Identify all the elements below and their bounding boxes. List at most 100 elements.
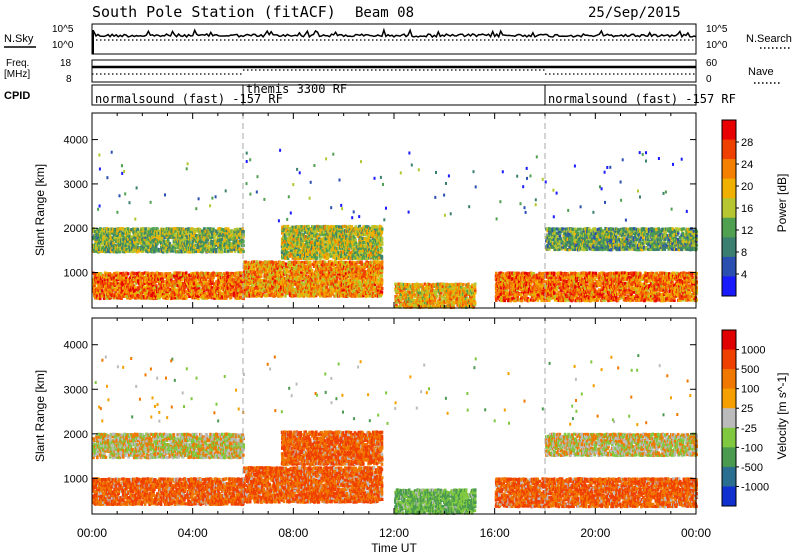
echo-cell bbox=[180, 239, 184, 243]
echo-cell bbox=[99, 272, 103, 276]
echo-cell bbox=[139, 279, 142, 283]
echo-cell bbox=[199, 290, 203, 294]
echo-cell bbox=[192, 284, 195, 288]
echo-cell bbox=[202, 294, 205, 298]
echo-cell bbox=[145, 245, 148, 249]
echo-cell bbox=[178, 249, 181, 254]
echo-cell bbox=[138, 284, 142, 288]
echo-cell bbox=[205, 274, 208, 278]
echo-cell bbox=[111, 240, 114, 244]
echo-cell bbox=[125, 246, 128, 250]
echo-cell bbox=[189, 277, 192, 282]
date-label: 25/Sep/2015 bbox=[588, 5, 681, 21]
echo-cell bbox=[121, 239, 124, 244]
echo-cell bbox=[114, 245, 118, 249]
echo-cell bbox=[239, 288, 242, 292]
cpid-segment-label: themis 3300 RF bbox=[246, 82, 347, 96]
echo-cell bbox=[103, 227, 107, 232]
echo-cell bbox=[145, 244, 149, 248]
echo-cell bbox=[119, 233, 122, 237]
echo-cell bbox=[380, 278, 384, 282]
echo-cell bbox=[208, 272, 212, 276]
echo-cell bbox=[132, 279, 135, 283]
echo-cell bbox=[212, 276, 215, 280]
echo-cell bbox=[110, 229, 114, 233]
echo-cell bbox=[128, 233, 131, 237]
echo-cell bbox=[241, 280, 245, 284]
echo-cell bbox=[159, 280, 162, 284]
echo-cell bbox=[196, 247, 200, 251]
echo-cell bbox=[217, 285, 220, 289]
echo-cell bbox=[101, 239, 105, 244]
echo-cell bbox=[143, 271, 147, 275]
echo-cell bbox=[170, 280, 174, 284]
echo-cell bbox=[176, 242, 180, 246]
echo-cell bbox=[147, 294, 150, 298]
echo-cell bbox=[209, 278, 212, 282]
echo-cell bbox=[166, 296, 170, 300]
echo-cell bbox=[130, 228, 133, 232]
echo-cell bbox=[108, 240, 112, 244]
echo-cell bbox=[226, 280, 230, 284]
nsky-trace bbox=[91, 27, 697, 39]
echo-cell bbox=[144, 294, 147, 298]
echo-cell bbox=[159, 292, 162, 296]
echo-cell bbox=[184, 280, 188, 284]
echo-cell bbox=[191, 239, 195, 243]
echo-cell bbox=[239, 276, 242, 280]
echo-cell bbox=[126, 241, 129, 245]
echo-cell bbox=[165, 243, 168, 247]
echo-cell bbox=[186, 241, 189, 245]
cpid-label: CPID bbox=[4, 90, 30, 102]
echo-cell bbox=[148, 272, 152, 276]
echo-cell bbox=[146, 280, 150, 284]
echo-cell bbox=[237, 286, 240, 290]
echo-cell bbox=[380, 274, 384, 278]
echo-cell bbox=[174, 229, 177, 233]
echo-cell bbox=[110, 290, 114, 294]
echo-cell bbox=[97, 282, 100, 286]
echo-cell bbox=[229, 292, 233, 296]
echo-cell bbox=[225, 290, 228, 294]
echo-cell bbox=[185, 237, 188, 241]
echo-cell bbox=[215, 282, 218, 286]
echo-cell bbox=[157, 279, 160, 283]
echo-cell bbox=[221, 282, 225, 286]
echo-cell bbox=[98, 284, 102, 288]
echo-cell bbox=[240, 296, 243, 300]
echo-cell bbox=[153, 248, 156, 252]
echo-cell bbox=[210, 296, 213, 300]
echo-cell bbox=[193, 232, 197, 236]
echo-cell bbox=[152, 243, 155, 247]
echo-cell bbox=[114, 231, 118, 235]
echo-cell bbox=[99, 280, 103, 284]
echo-cell bbox=[124, 278, 127, 282]
echo-cell bbox=[151, 288, 154, 292]
echo-cell bbox=[237, 296, 240, 300]
echo-cell bbox=[168, 233, 172, 237]
echo-cell bbox=[147, 227, 150, 231]
echo-cell bbox=[120, 286, 123, 290]
echo-cell bbox=[159, 242, 163, 246]
noise-right-tick-top: 10^5 bbox=[706, 24, 728, 35]
echo-cell bbox=[137, 288, 141, 292]
echo-cell bbox=[119, 272, 122, 276]
echo-cell bbox=[141, 227, 145, 231]
echo-cell bbox=[149, 237, 152, 241]
echo-cell bbox=[147, 229, 151, 233]
echo-cell bbox=[101, 290, 104, 294]
echo-cell bbox=[92, 230, 95, 234]
echo-cell bbox=[146, 231, 150, 235]
echo-cell bbox=[136, 231, 140, 235]
beam-label: Beam 08 bbox=[355, 5, 414, 21]
echo-cell bbox=[191, 234, 195, 238]
echo-cell bbox=[120, 296, 123, 300]
echo-cell bbox=[211, 278, 214, 282]
echo-cell bbox=[151, 245, 154, 249]
echo-cell bbox=[190, 284, 193, 288]
echo-cell bbox=[166, 247, 170, 252]
echo-cell bbox=[192, 247, 196, 251]
echo-cell bbox=[187, 284, 190, 288]
echo-cell bbox=[239, 274, 243, 278]
echo-cell bbox=[233, 274, 237, 278]
